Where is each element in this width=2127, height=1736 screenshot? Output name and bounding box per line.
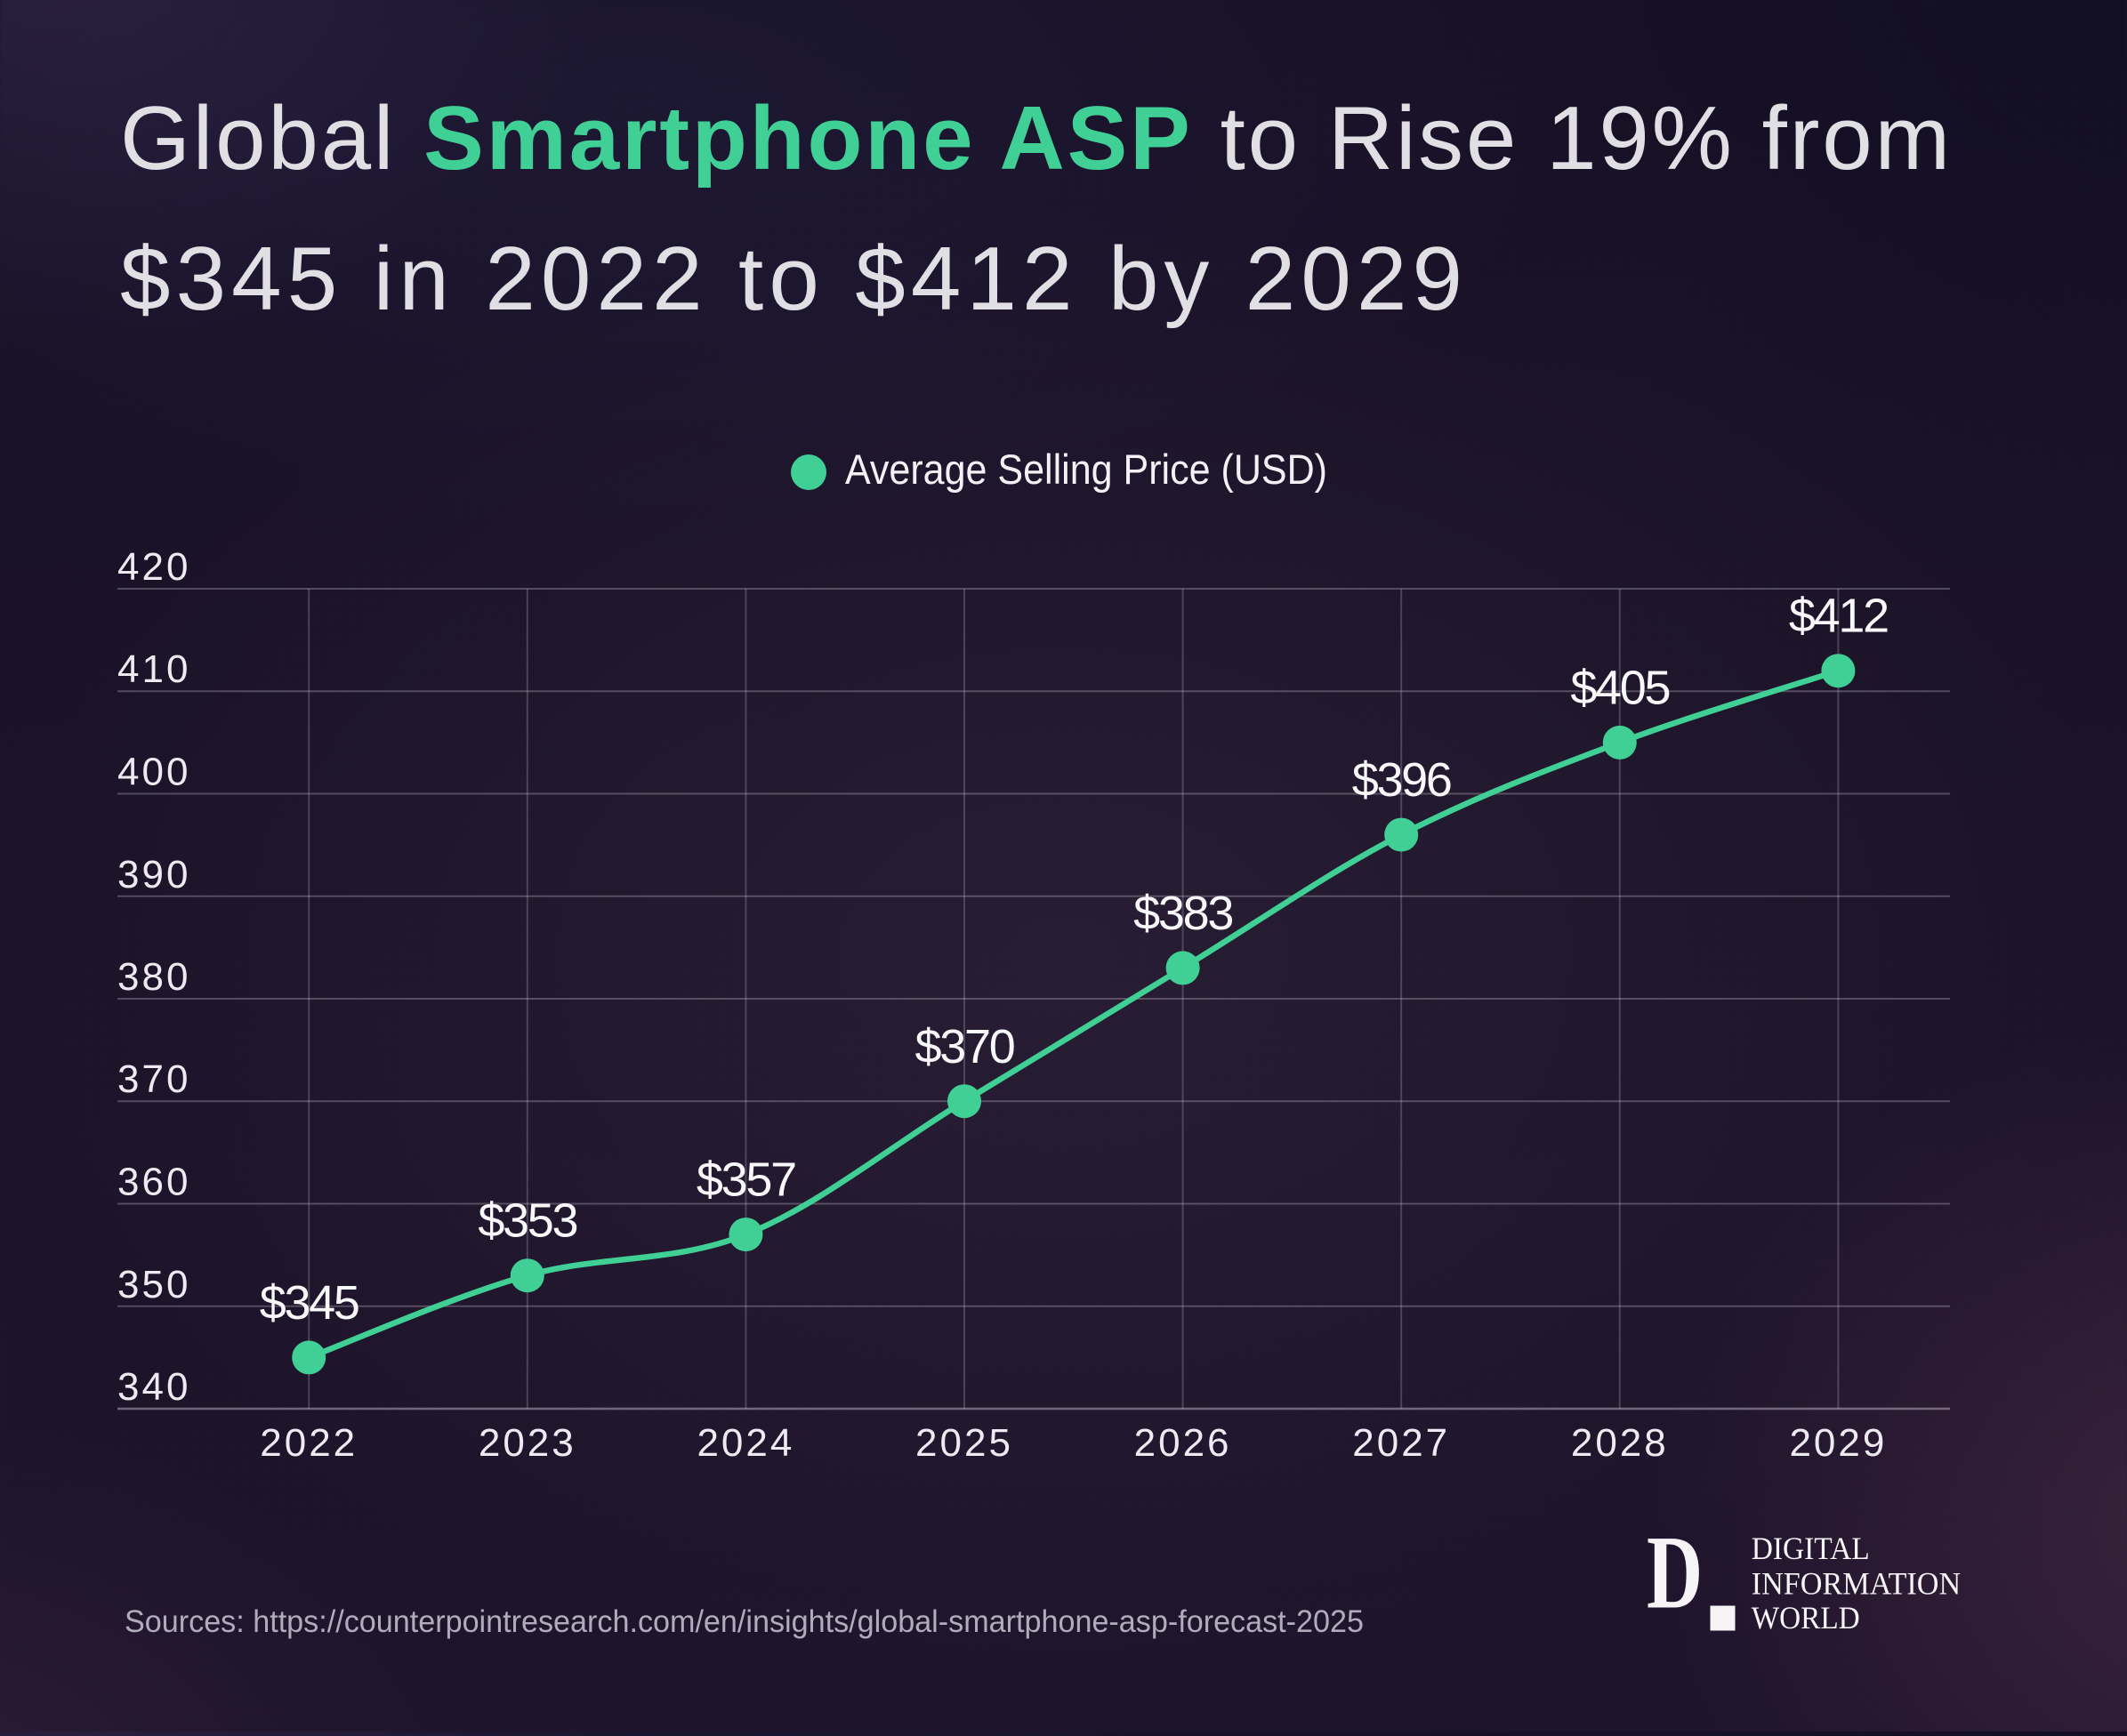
svg-text:340: 340: [117, 1365, 190, 1409]
svg-text:2025: 2025: [915, 1421, 1013, 1465]
svg-text:Average Selling Price (USD): Average Selling Price (USD): [845, 446, 1327, 493]
svg-text:400: 400: [117, 751, 190, 794]
svg-text:$412: $412: [1789, 590, 1888, 643]
svg-text:390: 390: [117, 853, 190, 896]
svg-text:370: 370: [117, 1057, 190, 1101]
svg-text:$345: $345: [260, 1276, 359, 1330]
svg-text:2027: 2027: [1352, 1421, 1450, 1465]
svg-text:360: 360: [117, 1161, 190, 1204]
svg-text:2029: 2029: [1789, 1421, 1887, 1465]
svg-text:$383: $383: [1133, 887, 1232, 940]
svg-text:2022: 2022: [260, 1421, 358, 1465]
svg-text:2028: 2028: [1571, 1421, 1669, 1465]
svg-text:420: 420: [117, 545, 190, 589]
svg-text:D: D: [1647, 1515, 1703, 1631]
svg-text:WORLD: WORLD: [1752, 1600, 1860, 1636]
svg-text:350: 350: [117, 1263, 190, 1306]
svg-text:380: 380: [117, 955, 190, 999]
svg-text:2024: 2024: [697, 1421, 794, 1465]
svg-text:Global Smartphone ASP to Rise: Global Smartphone ASP to Rise 19% from: [120, 87, 1950, 189]
svg-text:2026: 2026: [1134, 1421, 1232, 1465]
svg-text:$396: $396: [1352, 753, 1451, 807]
svg-text:$353: $353: [478, 1194, 576, 1248]
svg-text:410: 410: [117, 647, 190, 691]
svg-text:$405: $405: [1570, 661, 1669, 714]
svg-text:Sources: https://counterpointr: Sources: https://counterpointresearch.co…: [125, 1604, 1364, 1639]
svg-text:DIGITAL: DIGITAL: [1752, 1531, 1870, 1566]
svg-text:$357: $357: [697, 1153, 795, 1207]
svg-text:INFORMATION: INFORMATION: [1752, 1566, 1962, 1602]
svg-text:$345 in 2022 to $412 by 2029: $345 in 2022 to $412 by 2029: [120, 228, 1462, 329]
svg-text:2023: 2023: [479, 1421, 576, 1465]
svg-text:$370: $370: [915, 1020, 1014, 1073]
